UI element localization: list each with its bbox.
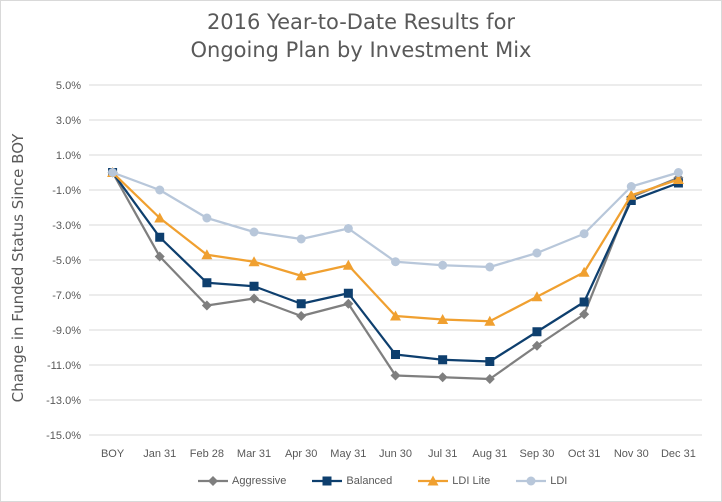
data-point-ldi-lite (437, 314, 449, 324)
data-point-aggressive (201, 300, 212, 311)
legend-swatch-ldi (516, 476, 547, 486)
data-point-balanced (532, 327, 542, 337)
data-point-ldi-lite (484, 315, 496, 326)
series-line-aggressive (111, 171, 679, 381)
legend-label: Balanced (346, 475, 393, 487)
legend-item-ldi-lite: LDI Lite (418, 475, 490, 487)
data-point-ldi-lite (390, 310, 401, 321)
data-point-balanced (579, 297, 589, 307)
data-point-ldi (155, 185, 165, 195)
y-tick-label: -5.0% (52, 255, 81, 267)
data-point-aggressive (579, 309, 590, 320)
data-point-aggressive (437, 372, 448, 383)
legend-swatch-balanced (312, 476, 343, 486)
data-point-aggressive (296, 311, 307, 321)
data-point-ldi (438, 260, 448, 270)
data-point-ldi (391, 257, 400, 267)
data-point-balanced (438, 355, 448, 365)
legend-label: LDI (550, 475, 568, 487)
data-point-ldi (249, 227, 259, 237)
data-point-balanced (155, 232, 165, 242)
data-point-ldi (626, 182, 636, 191)
data-point-aggressive (531, 340, 542, 351)
x-tick-label: Jul 31 (428, 448, 457, 460)
x-tick-label: Apr 30 (285, 448, 317, 460)
legend-label: Aggressive (232, 475, 287, 487)
data-point-balanced (485, 357, 495, 366)
y-tick-label: -13.0% (46, 395, 81, 407)
y-tick-label: 1.0% (56, 150, 81, 162)
data-point-ldi-lite (672, 174, 684, 184)
y-tick-label: 5.0% (56, 80, 81, 92)
chart-title-line-2: Ongoing Plan by Investment Mix (190, 38, 532, 62)
legend: Aggressive Balanced LDI Lite LDI (198, 473, 593, 489)
x-tick-label: Sep 30 (520, 448, 555, 460)
data-point-ldi-lite (248, 256, 260, 267)
data-point-ldi (108, 168, 118, 177)
data-point-ldi-lite (295, 270, 307, 281)
x-tick-label: Nov 30 (614, 448, 649, 460)
data-point-ldi (296, 234, 306, 244)
data-point-ldi-lite (625, 189, 637, 200)
data-point-balanced (296, 299, 306, 309)
data-point-balanced (391, 350, 400, 359)
data-point-balanced (626, 196, 636, 205)
series-line-ldi-lite (111, 171, 679, 323)
y-tick-label: -11.0% (47, 360, 81, 372)
x-tick-label: Oct 31 (568, 448, 600, 460)
data-point-ldi-lite (154, 212, 166, 223)
data-point-balanced (343, 288, 353, 298)
series-line-balanced (111, 171, 679, 363)
data-point-balanced (202, 278, 212, 288)
y-tick-label: -3.0% (52, 220, 81, 232)
x-tick-label: May 31 (330, 448, 366, 460)
x-tick-label: Feb 28 (190, 448, 224, 460)
data-point-ldi-lite (342, 259, 354, 270)
data-point-ldi (202, 213, 212, 223)
legend-swatch-aggressive (198, 476, 228, 486)
x-tick-label: Aug 31 (472, 448, 507, 460)
data-point-aggressive (249, 293, 260, 304)
x-tick-label: BOY (101, 448, 125, 460)
data-point-ldi-lite (531, 291, 543, 302)
data-point-aggressive (154, 251, 165, 262)
legend-item-balanced: Balanced (312, 475, 392, 487)
data-point-ldi-lite (578, 266, 590, 277)
series-line-ldi (112, 171, 679, 269)
data-point-aggressive (343, 298, 354, 309)
data-point-ldi (673, 168, 683, 177)
x-tick-label: Dec 31 (661, 448, 696, 460)
data-point-balanced (249, 281, 259, 291)
y-tick-label: 3.0% (56, 115, 81, 127)
data-point-ldi (579, 229, 589, 239)
y-tick-label: -7.0% (52, 290, 81, 302)
data-point-ldi-lite (201, 249, 213, 260)
data-point-aggressive (484, 374, 495, 384)
data-point-ldi (532, 248, 542, 258)
y-tick-label: -1.0% (52, 185, 81, 197)
chart-title-line-1: 2016 Year-to-Date Results for (206, 10, 516, 34)
data-point-aggressive (390, 370, 401, 381)
data-point-ldi (343, 224, 353, 233)
legend-swatch-ldi-lite (418, 475, 449, 486)
x-tick-label: Mar 31 (237, 448, 271, 460)
x-tick-label: Jan 31 (143, 448, 176, 460)
data-point-ldi (485, 262, 495, 272)
y-tick-label: -15.0% (46, 430, 81, 442)
legend-item-ldi: LDI (516, 475, 567, 487)
y-tick-label: -9.0% (52, 325, 81, 337)
legend-label: LDI Lite (452, 475, 491, 487)
legend-item-aggressive: Aggressive (198, 475, 286, 487)
x-tick-label: Jun 30 (379, 448, 412, 460)
